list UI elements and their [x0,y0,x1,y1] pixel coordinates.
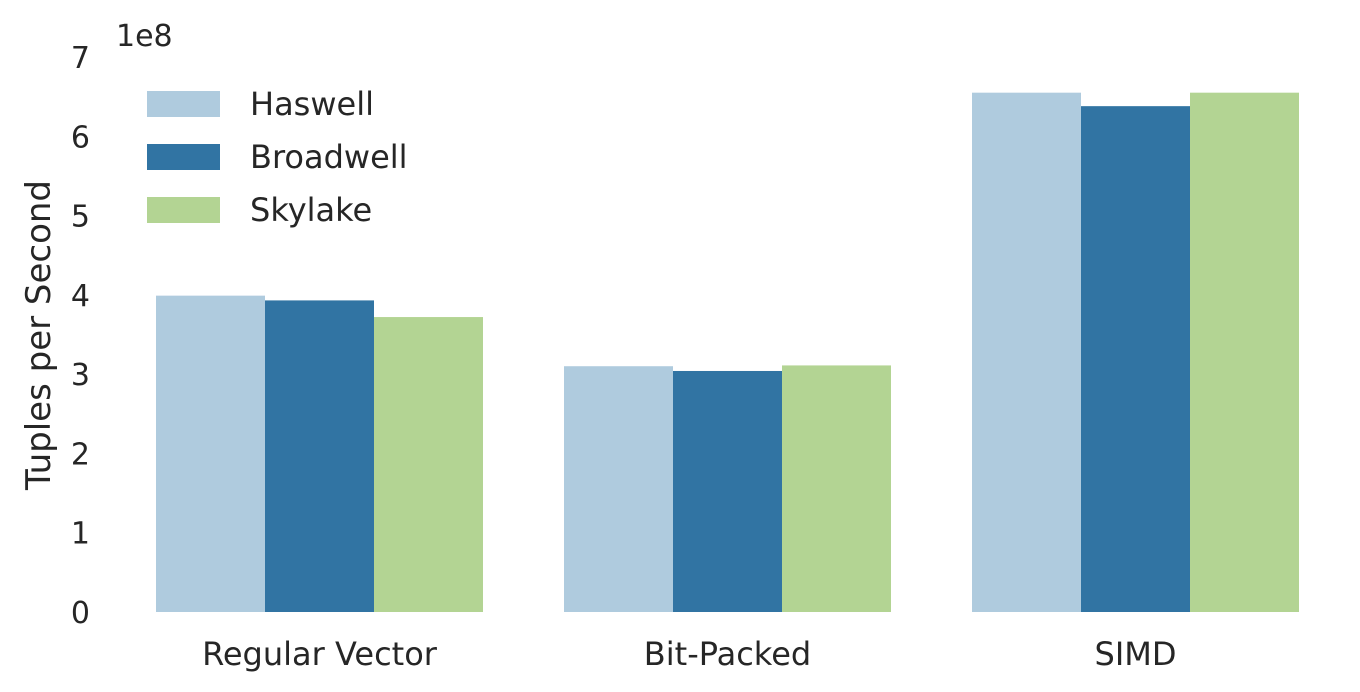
y-axis-label: Tuples per Second [19,180,59,491]
bar-skylake-2 [1190,92,1299,612]
bar-haswell-1 [564,366,673,612]
y-tick-label: 2 [71,437,90,472]
bar-broadwell-1 [673,370,782,612]
bar-broadwell-0 [265,300,374,612]
legend-swatch-skylake [147,197,220,223]
bar-skylake-1 [782,365,891,612]
y-tick-label: 3 [71,358,90,393]
y-tick-label: 6 [71,120,90,155]
bar-skylake-0 [374,317,483,612]
bar-broadwell-2 [1081,106,1190,613]
x-category-label: Regular Vector [202,635,438,673]
legend-swatch-haswell [147,91,220,117]
x-category-label: Bit-Packed [644,635,811,673]
legend: Haswell Broadwell Skylake [147,85,408,229]
y-tick-label: 0 [71,596,90,631]
bars-group [156,92,1299,613]
x-axis-categories: Regular Vector Bit-Packed SIMD [202,635,1176,673]
legend-swatch-broadwell [147,144,220,170]
y-tick-label: 4 [71,279,90,314]
y-tick-label: 5 [71,200,90,235]
y-axis-offset-label: 1e8 [116,19,173,54]
x-category-label: SIMD [1095,635,1177,673]
y-tick-label: 1 [71,517,90,552]
y-axis-ticks: 0 1 2 3 4 5 6 7 [71,41,90,631]
legend-label-haswell: Haswell [250,85,374,123]
legend-label-skylake: Skylake [250,191,372,229]
y-tick-label: 7 [71,41,90,76]
legend-label-broadwell: Broadwell [250,138,408,176]
bar-haswell-0 [156,295,265,612]
bar-haswell-2 [972,92,1081,612]
